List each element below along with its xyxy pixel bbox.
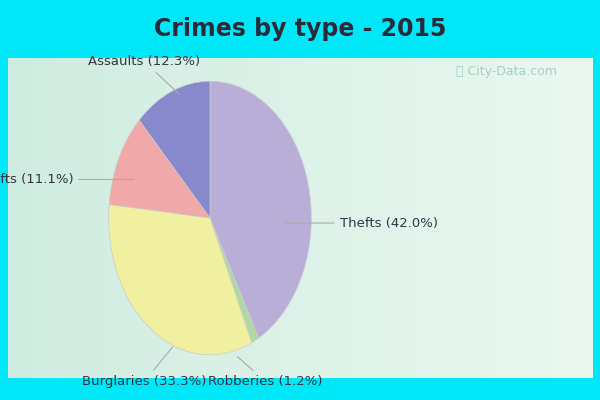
Text: Auto thefts (11.1%): Auto thefts (11.1%) <box>0 173 134 186</box>
Wedge shape <box>210 81 311 338</box>
Text: Burglaries (33.3%): Burglaries (33.3%) <box>82 347 206 388</box>
Wedge shape <box>139 81 210 218</box>
Text: Assaults (12.3%): Assaults (12.3%) <box>88 55 200 94</box>
Wedge shape <box>109 120 210 218</box>
Text: Thefts (42.0%): Thefts (42.0%) <box>286 216 438 230</box>
Text: Robberies (1.2%): Robberies (1.2%) <box>208 357 323 388</box>
Wedge shape <box>210 218 259 343</box>
Wedge shape <box>109 204 252 355</box>
Text: Crimes by type - 2015: Crimes by type - 2015 <box>154 17 446 41</box>
Text: ⓘ City-Data.com: ⓘ City-Data.com <box>456 66 557 78</box>
